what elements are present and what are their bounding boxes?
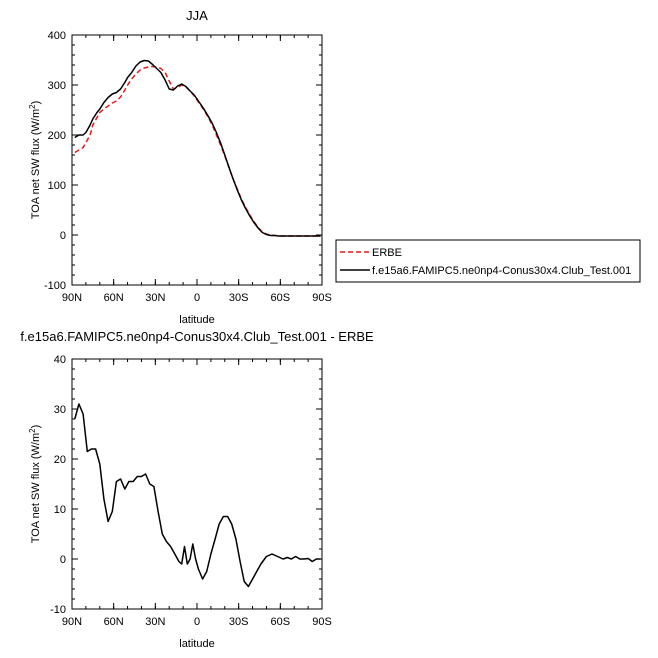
top-chart-legend: ERBE f.e15a6.FAMIPC5.ne0np4-Conus30x4.Cl…	[335, 239, 641, 283]
bottom-x-tick-label: 30S	[229, 616, 249, 628]
bottom-y-tick-label: -10	[50, 604, 66, 616]
bottom-x-tick-label: 60N	[104, 616, 124, 628]
top-y-tick-label: 400	[48, 30, 66, 42]
bottom-x-tick-label: 90N	[62, 616, 82, 628]
top-y-tick-label: 0	[60, 230, 66, 242]
bottom-plot-frame	[71, 358, 323, 610]
top-x-tick-label: 60S	[271, 292, 291, 304]
top-x-axis-label: latitude	[179, 314, 214, 326]
top-x-tick-label: 90N	[62, 292, 82, 304]
bottom-y-axis-label: TOA net SW flux (W/m2)	[28, 425, 42, 544]
top-x-tick-label: 60N	[104, 292, 124, 304]
top-series-line-model	[74, 59, 321, 237]
bottom-x-tick-label: 0	[194, 616, 200, 628]
legend-label-erbe: ERBE	[372, 247, 402, 259]
bottom-x-tick-label: 90S	[312, 616, 332, 628]
top-x-tick-label: 30N	[145, 292, 165, 304]
bottom-x-axis-label: latitude	[179, 638, 214, 650]
top-y-tick-label: 300	[48, 80, 66, 92]
top-x-tick-label: 30S	[229, 292, 249, 304]
top-chart-title: JJA	[186, 8, 208, 23]
legend-box	[335, 239, 641, 283]
top-y-axis-label: TOA net SW flux (W/m2)	[28, 101, 42, 220]
bottom-x-tick-label: 60S	[271, 616, 291, 628]
bottom-y-tick-label: 30	[54, 404, 66, 416]
top-y-tick-label: 100	[48, 180, 66, 192]
bottom-chart: f.e15a6.FAMIPC5.ne0np4-Conus30x4.Club_Te…	[20, 329, 374, 650]
top-y-tick-label: 200	[48, 130, 66, 142]
top-series-line-erbe	[74, 65, 321, 237]
top-x-tick-label: 0	[194, 292, 200, 304]
top-plot-frame	[71, 34, 323, 286]
legend-label-model: f.e15a6.FAMIPC5.ne0np4-Conus30x4.Club_Te…	[372, 265, 631, 277]
bottom-y-tick-label: 40	[54, 354, 66, 366]
top-chart: JJA 90N 60N 30N 0 30S 60S 90S -100 0 100 200 300 400…	[28, 8, 641, 326]
top-x-tick-label: 90S	[312, 292, 332, 304]
bottom-y-tick-label: 20	[54, 454, 66, 466]
bottom-y-tick-label: 0	[60, 554, 66, 566]
top-y-tick-label: -100	[44, 280, 66, 292]
bottom-y-tick-label: 10	[54, 504, 66, 516]
bottom-x-tick-label: 30N	[145, 616, 165, 628]
bottom-chart-title: f.e15a6.FAMIPC5.ne0np4-Conus30x4.Club_Te…	[20, 329, 374, 344]
bottom-series-line-model	[74, 403, 321, 588]
